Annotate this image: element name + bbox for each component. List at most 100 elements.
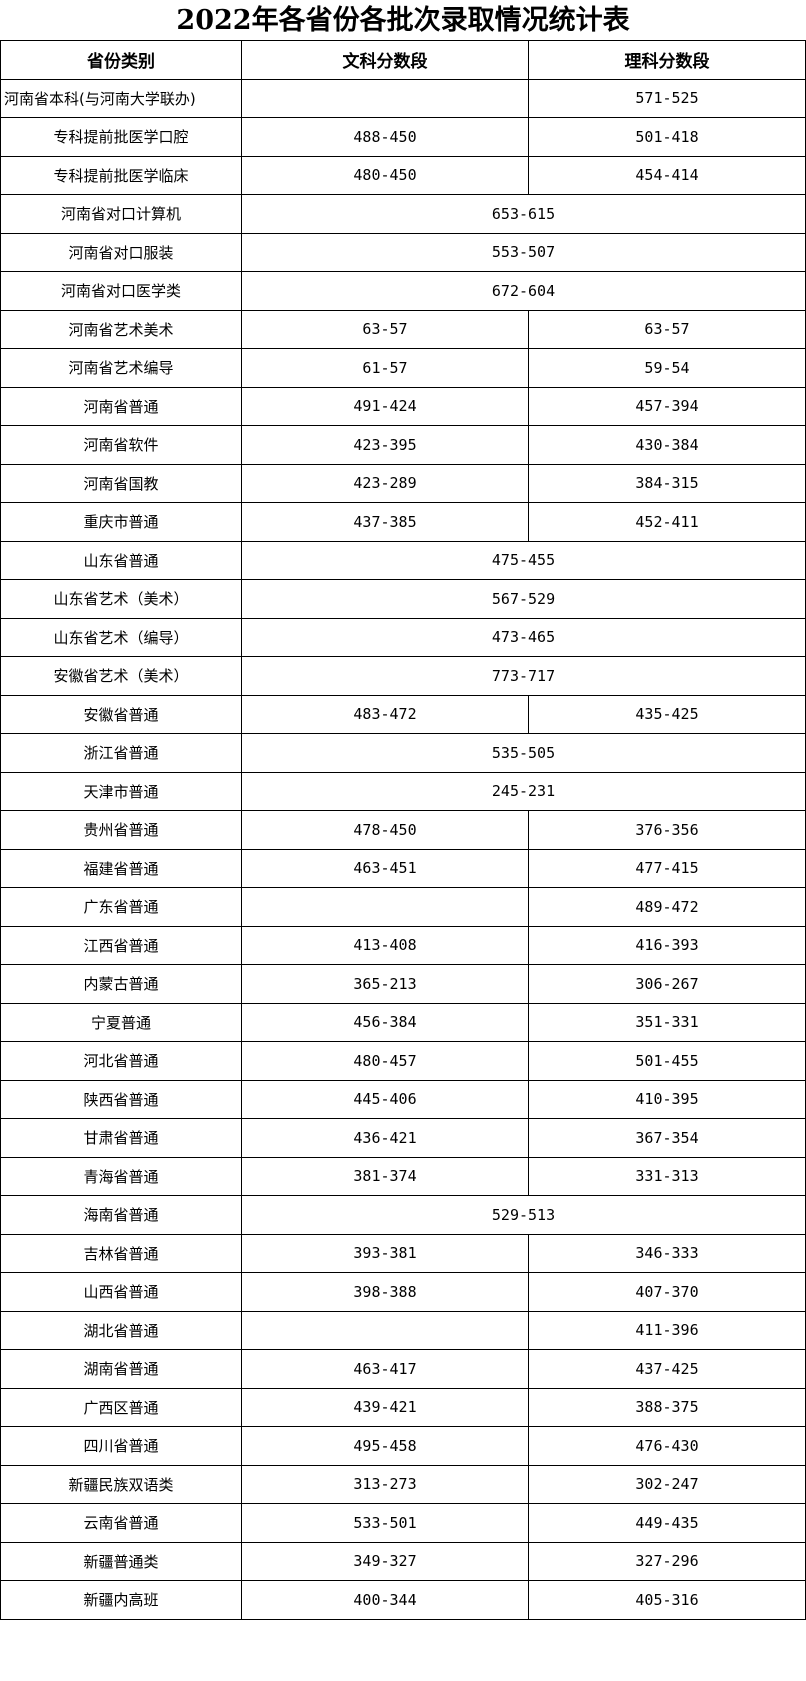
category-cell: 海南省普通	[0, 1195, 242, 1235]
table-row: 专科提前批医学口腔 488-450 501-418	[0, 117, 806, 157]
table-row: 浙江省普通 535-505	[0, 733, 806, 773]
science-score-cell: 388-375	[528, 1387, 806, 1427]
science-score-cell: 571-525	[528, 78, 806, 118]
category-cell: 新疆内高班	[0, 1580, 242, 1620]
category-cell: 福建省普通	[0, 848, 242, 888]
science-score-cell: 302-247	[528, 1464, 806, 1504]
merged-score-cell: 529-513	[241, 1195, 806, 1235]
science-score-cell: 457-394	[528, 386, 806, 426]
arts-score-cell: 488-450	[241, 117, 529, 157]
science-score-cell: 384-315	[528, 463, 806, 503]
category-cell: 吉林省普通	[0, 1233, 242, 1273]
table-row: 湖北省普通 411-396	[0, 1310, 806, 1350]
science-score-cell: 449-435	[528, 1503, 806, 1543]
arts-score-cell: 365-213	[241, 964, 529, 1004]
science-score-cell: 416-393	[528, 925, 806, 965]
header-row: 省份类别 文科分数段 理科分数段	[0, 40, 806, 80]
table-row: 四川省普通 495-458 476-430	[0, 1426, 806, 1466]
category-cell: 河南省对口计算机	[0, 194, 242, 234]
merged-score-cell: 672-604	[241, 271, 806, 311]
table-row: 内蒙古普通 365-213 306-267	[0, 964, 806, 1004]
science-score-cell: 306-267	[528, 964, 806, 1004]
merged-score-cell: 653-615	[241, 194, 806, 234]
table-row: 新疆民族双语类 313-273 302-247	[0, 1464, 806, 1504]
category-cell: 专科提前批医学口腔	[0, 117, 242, 157]
science-score-cell: 411-396	[528, 1310, 806, 1350]
category-cell: 四川省普通	[0, 1426, 242, 1466]
science-score-cell: 63-57	[528, 309, 806, 349]
category-cell: 陕西省普通	[0, 1079, 242, 1119]
category-cell: 山东省普通	[0, 540, 242, 580]
category-cell: 广东省普通	[0, 887, 242, 927]
arts-score-cell: 61-57	[241, 348, 529, 388]
table-row: 青海省普通 381-374 331-313	[0, 1156, 806, 1196]
arts-score-cell: 480-457	[241, 1041, 529, 1081]
table-row: 重庆市普通 437-385 452-411	[0, 502, 806, 542]
table-row: 山东省普通 475-455	[0, 540, 806, 580]
science-score-cell: 327-296	[528, 1541, 806, 1581]
arts-score-cell: 478-450	[241, 810, 529, 850]
category-cell: 河南省本科(与河南大学联办)	[0, 78, 242, 118]
merged-score-cell: 245-231	[241, 771, 806, 811]
science-score-cell: 405-316	[528, 1580, 806, 1620]
table-row: 广东省普通 489-472	[0, 887, 806, 927]
table-row: 广西区普通 439-421 388-375	[0, 1387, 806, 1427]
category-cell: 云南省普通	[0, 1503, 242, 1543]
header-category: 省份类别	[0, 40, 242, 80]
arts-score-cell: 436-421	[241, 1118, 529, 1158]
arts-score-cell: 483-472	[241, 694, 529, 734]
table-row: 湖南省普通 463-417 437-425	[0, 1349, 806, 1389]
arts-score-cell: 480-450	[241, 155, 529, 195]
table-row: 甘肃省普通 436-421 367-354	[0, 1118, 806, 1158]
header-science: 理科分数段	[528, 40, 806, 80]
science-score-cell: 331-313	[528, 1156, 806, 1196]
category-cell: 新疆普通类	[0, 1541, 242, 1581]
arts-score-cell: 423-289	[241, 463, 529, 503]
merged-score-cell: 535-505	[241, 733, 806, 773]
arts-score-cell	[241, 1310, 529, 1350]
table-row: 安徽省艺术（美术） 773-717	[0, 656, 806, 696]
science-score-cell: 430-384	[528, 425, 806, 465]
science-score-cell: 410-395	[528, 1079, 806, 1119]
table-row: 河南省本科(与河南大学联办) 571-525	[0, 78, 806, 118]
table-row: 河南省软件 423-395 430-384	[0, 425, 806, 465]
arts-score-cell: 349-327	[241, 1541, 529, 1581]
arts-score-cell: 533-501	[241, 1503, 529, 1543]
category-cell: 宁夏普通	[0, 1002, 242, 1042]
science-score-cell: 501-455	[528, 1041, 806, 1081]
category-cell: 湖南省普通	[0, 1349, 242, 1389]
table-row: 陕西省普通 445-406 410-395	[0, 1079, 806, 1119]
merged-score-cell: 473-465	[241, 617, 806, 657]
arts-score-cell	[241, 78, 529, 118]
category-cell: 河南省国教	[0, 463, 242, 503]
category-cell: 专科提前批医学临床	[0, 155, 242, 195]
category-cell: 新疆民族双语类	[0, 1464, 242, 1504]
arts-score-cell: 445-406	[241, 1079, 529, 1119]
merged-score-cell: 475-455	[241, 540, 806, 580]
category-cell: 广西区普通	[0, 1387, 242, 1427]
category-cell: 河南省艺术编导	[0, 348, 242, 388]
arts-score-cell: 398-388	[241, 1272, 529, 1312]
table-row: 河南省艺术编导 61-57 59-54	[0, 348, 806, 388]
category-cell: 重庆市普通	[0, 502, 242, 542]
table-row: 安徽省普通 483-472 435-425	[0, 694, 806, 734]
table-row: 天津市普通 245-231	[0, 771, 806, 811]
table-row: 山东省艺术（编导） 473-465	[0, 617, 806, 657]
arts-score-cell	[241, 887, 529, 927]
table-row: 新疆内高班 400-344 405-316	[0, 1580, 806, 1620]
category-cell: 安徽省普通	[0, 694, 242, 734]
category-cell: 贵州省普通	[0, 810, 242, 850]
category-cell: 山西省普通	[0, 1272, 242, 1312]
arts-score-cell: 381-374	[241, 1156, 529, 1196]
merged-score-cell: 567-529	[241, 579, 806, 619]
arts-score-cell: 393-381	[241, 1233, 529, 1273]
science-score-cell: 346-333	[528, 1233, 806, 1273]
science-score-cell: 501-418	[528, 117, 806, 157]
arts-score-cell: 423-395	[241, 425, 529, 465]
science-score-cell: 376-356	[528, 810, 806, 850]
science-score-cell: 59-54	[528, 348, 806, 388]
category-cell: 山东省艺术（编导）	[0, 617, 242, 657]
table-row: 河南省对口医学类 672-604	[0, 271, 806, 311]
arts-score-cell: 313-273	[241, 1464, 529, 1504]
arts-score-cell: 456-384	[241, 1002, 529, 1042]
